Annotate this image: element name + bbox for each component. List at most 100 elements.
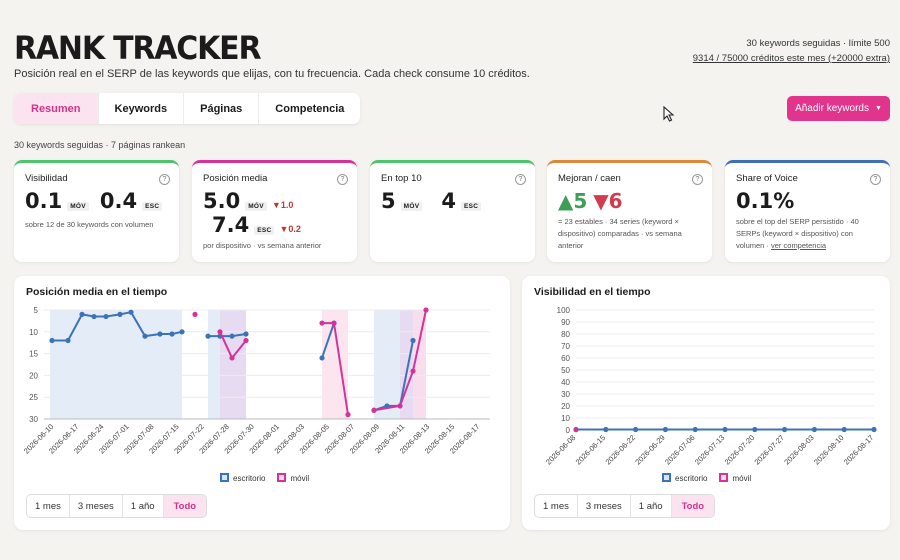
help-icon[interactable]: ?	[870, 174, 881, 185]
range-3-months[interactable]: 3 meses	[578, 495, 631, 517]
legend-desktop[interactable]: escritorio	[220, 473, 265, 483]
x-tick-label: 2026-08-17	[842, 433, 875, 466]
help-icon[interactable]: ?	[692, 174, 703, 185]
range-1-month[interactable]: 1 mes	[535, 495, 578, 517]
x-tick-label: 2026-06-22	[604, 433, 637, 466]
card-note: = 23 estables · 34 series (keyword × dis…	[558, 217, 682, 250]
desktop-point	[722, 426, 728, 433]
competition-link[interactable]: ver competencia	[771, 241, 827, 250]
y-tick-label: 30	[561, 390, 570, 399]
range-3-months[interactable]: 3 meses	[70, 495, 123, 517]
y-tick-label: 20	[561, 402, 570, 411]
tab-competencia[interactable]: Competencia	[275, 102, 345, 115]
desktop-swatch	[220, 473, 229, 482]
range-selector: 1 mes 3 meses 1 año Todo	[26, 494, 208, 518]
desktop-point	[142, 333, 148, 339]
desktop-point	[841, 426, 847, 433]
range-all[interactable]: Todo	[163, 495, 207, 517]
desktop-point	[169, 331, 175, 337]
range-all[interactable]: Todo	[671, 495, 715, 517]
card-share-of-voice: Share of Voice ? 0.1% sobre el top del S…	[725, 160, 890, 262]
gap-band	[413, 310, 426, 419]
y-tick-label: 25	[29, 393, 38, 402]
legend-mobile-label: móvil	[732, 474, 752, 483]
gap-band	[50, 310, 182, 419]
panel-title: Visibilidad en el tiempo	[534, 286, 651, 298]
mobile-point	[229, 355, 235, 361]
avg-position-chart: 510152025302026-06-102026-06-172026-06-2…	[22, 306, 490, 456]
page-title: RANK TRACKER	[14, 30, 262, 68]
card-top10: En top 10 ? 5 MÓV 4 ESC	[370, 160, 535, 262]
mobile-point	[345, 412, 351, 418]
x-tick-label: 2026-07-27	[753, 433, 786, 466]
legend-mobile[interactable]: móvil	[719, 473, 751, 483]
legend-mobile-label: móvil	[290, 474, 310, 483]
y-tick-label: 0	[566, 426, 571, 435]
tab-resumen[interactable]: Resumen	[14, 93, 99, 124]
desktop-point	[205, 333, 211, 339]
range-1-year[interactable]: 1 año	[123, 495, 164, 517]
legend-desktop[interactable]: escritorio	[662, 473, 707, 483]
desktop-series-line	[373, 340, 414, 412]
y-tick-label: 80	[561, 330, 570, 339]
desktop-point	[871, 426, 877, 433]
x-tick-label: 2026-07-06	[663, 433, 696, 466]
card-title: Mejoran / caen	[558, 173, 621, 184]
card-title: En top 10	[381, 173, 422, 184]
add-keywords-button[interactable]: Añadir keywords ▼	[787, 96, 890, 121]
chart-legend: escritorio móvil	[220, 473, 309, 483]
desktop-point	[117, 311, 123, 317]
help-icon[interactable]: ?	[159, 174, 170, 185]
avg-position-mobile-value: 5.0	[203, 189, 241, 213]
tab-paginas[interactable]: Páginas	[184, 93, 260, 124]
card-note: por dispositivo · vs semana anterior	[203, 241, 322, 250]
desktop-point	[103, 313, 109, 320]
tab-keywords[interactable]: Keywords	[99, 93, 185, 124]
y-tick-label: 10	[561, 414, 570, 423]
summary-text: 30 keywords seguidas · 7 páginas rankean	[14, 140, 186, 150]
desktop-tag: ESC	[142, 202, 163, 211]
credits-link[interactable]: 9314 / 75000 créditos este mes (+20000 e…	[692, 53, 890, 64]
mobile-tag: MÓV	[245, 202, 267, 211]
card-title: Posición media	[203, 173, 268, 184]
legend-mobile[interactable]: móvil	[277, 473, 309, 483]
y-tick-label: 15	[29, 350, 38, 359]
mobile-tag: MÓV	[400, 202, 423, 211]
chart-legend: escritorio móvil	[662, 473, 751, 483]
y-tick-label: 90	[561, 318, 570, 327]
panel-title: Posición media en el tiempo	[26, 286, 168, 298]
visibility-panel: 0 10 20 30 40 50 60 70 80 90 100 2026-06-08 2026-06-…	[522, 276, 890, 530]
desktop-point	[157, 331, 163, 337]
desktop-point	[49, 337, 55, 344]
desktop-tag: ESC	[254, 226, 275, 235]
help-icon[interactable]: ?	[515, 174, 526, 185]
mobile-series-line	[373, 309, 427, 412]
desktop-series-line	[208, 332, 247, 338]
visibility-mobile-value: 0.1	[25, 189, 63, 213]
mobile-point	[319, 320, 325, 326]
card-title: Share of Voice	[736, 173, 798, 184]
visibility-chart: 01020304050607080901002026-06-082026-06-…	[544, 306, 877, 467]
help-icon[interactable]: ?	[337, 174, 348, 185]
legend-desktop-label: escritorio	[675, 474, 708, 483]
top10-desktop-value: 4	[441, 189, 456, 213]
y-tick-label: 30	[29, 415, 38, 424]
range-selector: 1 mes 3 meses 1 año Todo	[534, 494, 716, 518]
mobile-tag: MÓV	[67, 202, 89, 211]
sov-note: sobre el top del SERP persistido · 40 SE…	[736, 217, 859, 250]
range-1-year[interactable]: 1 año	[631, 495, 672, 517]
desktop-point	[662, 426, 668, 433]
legend-desktop-label: escritorio	[233, 474, 266, 483]
improving-count: ▲5	[558, 189, 588, 213]
y-tick-label: 40	[561, 378, 570, 387]
declining-count: ▼6	[593, 189, 623, 213]
y-tick-label: 5	[34, 306, 39, 315]
add-keywords-label: Añadir keywords	[795, 103, 869, 114]
mobile-point	[423, 307, 429, 313]
y-tick-label: 70	[561, 342, 570, 351]
desktop-point	[65, 337, 71, 344]
range-1-month[interactable]: 1 mes	[27, 495, 70, 517]
y-tick-label: 100	[557, 306, 571, 315]
desktop-point	[91, 313, 97, 320]
top10-mobile-value: 5	[381, 189, 396, 213]
